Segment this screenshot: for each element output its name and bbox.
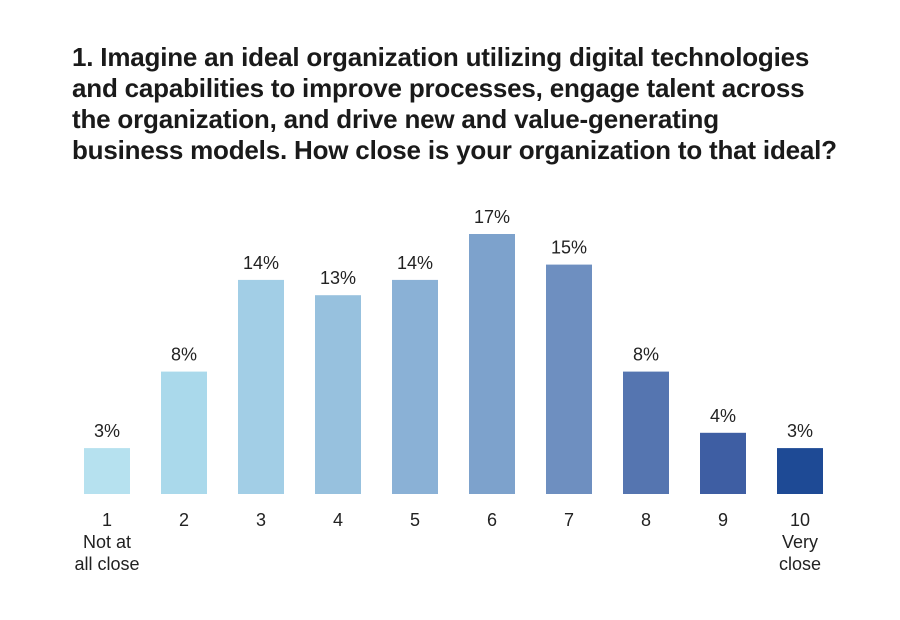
chart-title-line: business models. How close is your organ… bbox=[72, 135, 837, 165]
chart-title-line: and capabilities to improve processes, e… bbox=[72, 73, 805, 103]
category-label-1: 1 bbox=[102, 510, 112, 530]
value-label-2: 8% bbox=[171, 345, 197, 365]
value-label-10: 3% bbox=[787, 421, 813, 441]
category-label-3: 3 bbox=[256, 510, 266, 530]
bar-8 bbox=[623, 371, 669, 494]
bar-4 bbox=[315, 295, 361, 494]
bar-6 bbox=[469, 234, 515, 494]
bar-5 bbox=[392, 279, 438, 494]
value-label-7: 15% bbox=[551, 238, 587, 258]
category-label-2: 2 bbox=[179, 510, 189, 530]
category-label-9: 9 bbox=[718, 510, 728, 530]
category-sublabel-1: Not at bbox=[83, 532, 131, 552]
value-label-4: 13% bbox=[320, 268, 356, 288]
value-labels-group: 3% 8% 14% 13% 14% 17% 15% 8% 4% 3% bbox=[94, 207, 813, 441]
bar-10 bbox=[777, 448, 823, 494]
bars-group bbox=[84, 234, 823, 494]
value-label-9: 4% bbox=[710, 406, 736, 426]
bar-9 bbox=[700, 432, 746, 494]
category-label-5: 5 bbox=[410, 510, 420, 530]
value-label-5: 14% bbox=[397, 253, 433, 273]
value-label-1: 3% bbox=[94, 421, 120, 441]
category-sublabel-10: close bbox=[779, 554, 821, 574]
bar-1 bbox=[84, 448, 130, 494]
category-label-6: 6 bbox=[487, 510, 497, 530]
chart-title: 1. Imagine an ideal organization utilizi… bbox=[72, 42, 872, 166]
chart-title-line: the organization, and drive new and valu… bbox=[72, 104, 719, 134]
bar-7 bbox=[546, 264, 592, 494]
category-label-4: 4 bbox=[333, 510, 343, 530]
value-label-3: 14% bbox=[243, 253, 279, 273]
value-label-8: 8% bbox=[633, 345, 659, 365]
category-sublabel-1: all close bbox=[74, 554, 139, 574]
category-label-10: 10 bbox=[790, 510, 810, 530]
category-sublabel-10: Very bbox=[782, 532, 818, 552]
category-label-7: 7 bbox=[564, 510, 574, 530]
bar-2 bbox=[161, 371, 207, 494]
chart-title-line: 1. Imagine an ideal organization utilizi… bbox=[72, 42, 810, 72]
value-label-6: 17% bbox=[474, 207, 510, 227]
category-label-8: 8 bbox=[641, 510, 651, 530]
bar-3 bbox=[238, 279, 284, 494]
